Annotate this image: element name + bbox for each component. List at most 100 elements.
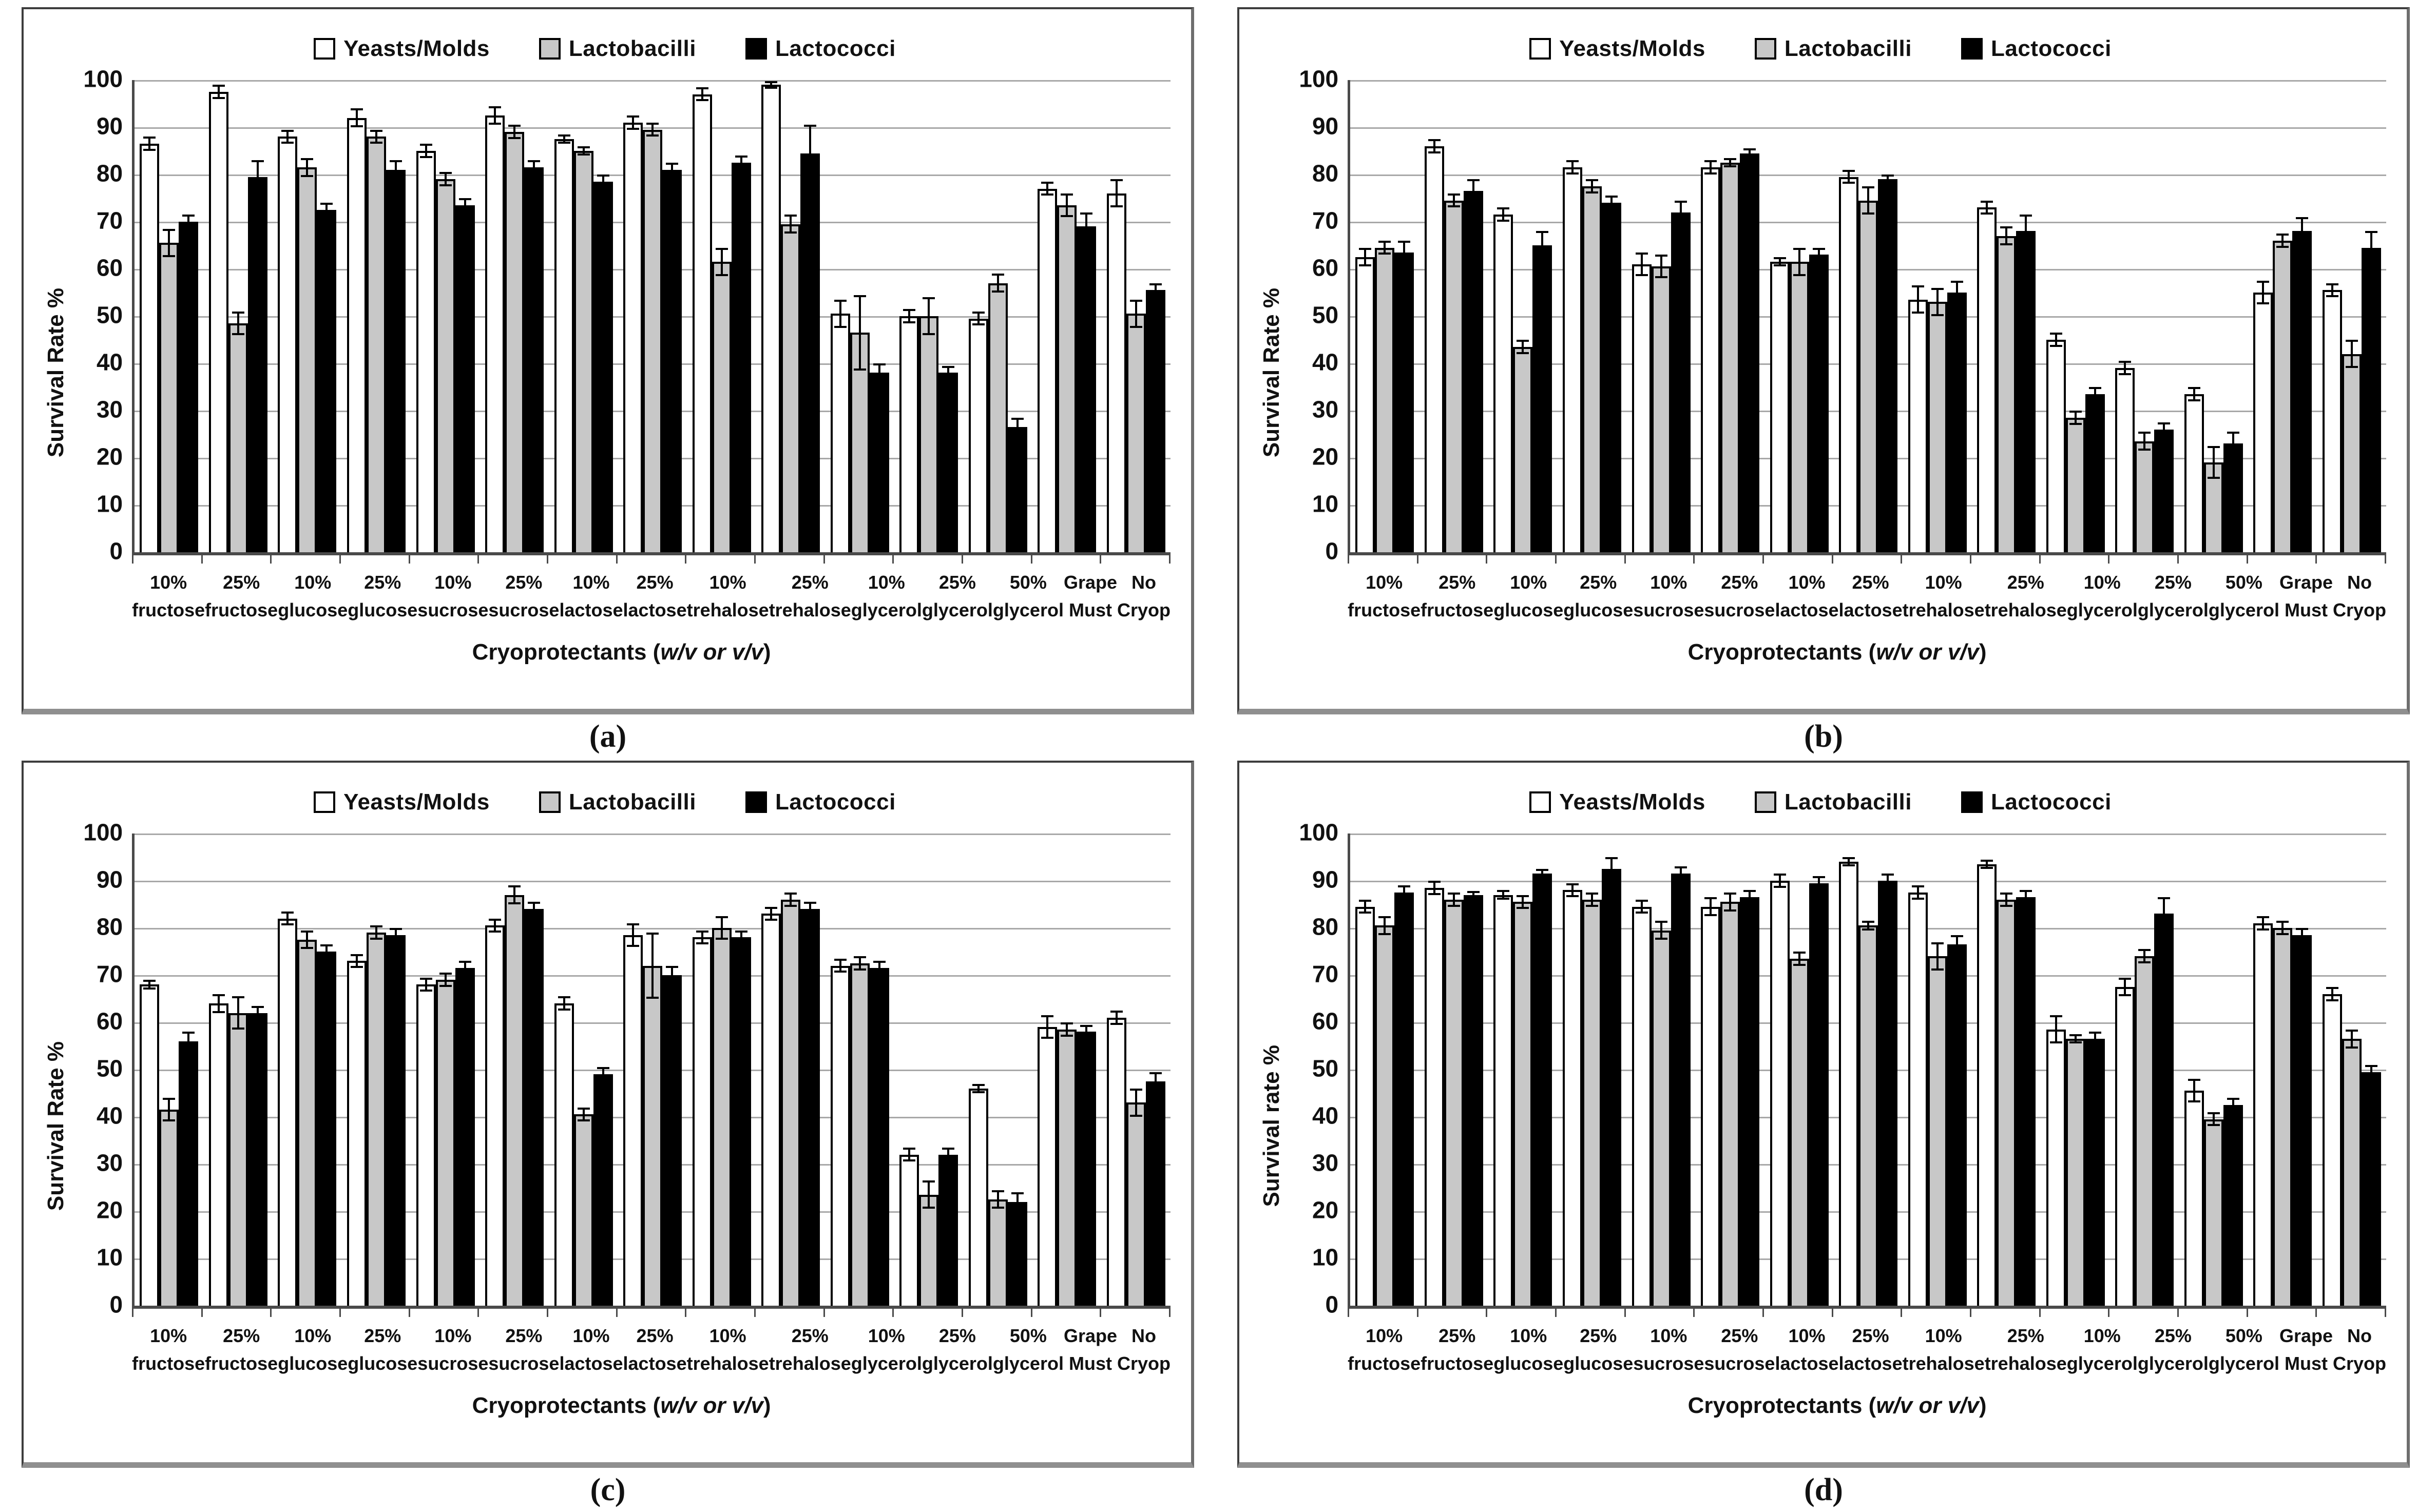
- y-tick-label: 90: [1312, 866, 1339, 893]
- y-tick-label: 60: [1312, 1007, 1339, 1035]
- x-category-label: 10% trehalose: [686, 1325, 769, 1374]
- bar: [297, 158, 317, 552]
- error-bar: [1359, 899, 1372, 914]
- bar: [455, 198, 475, 552]
- panel-caption: (c): [590, 1472, 626, 1507]
- bar: [2223, 1098, 2243, 1306]
- bar: [2065, 411, 2085, 552]
- error-bar: [1586, 893, 1598, 907]
- x-axis-ticks: [1348, 555, 2386, 564]
- x-category-label: 10% glucose: [278, 1325, 348, 1374]
- y-tick-label: 30: [1312, 1149, 1339, 1176]
- legend-label: Lactobacilli: [568, 36, 696, 61]
- error-bar: [715, 916, 728, 940]
- x-category-label: 50% glycerol: [2208, 1325, 2279, 1374]
- bar: [850, 956, 870, 1306]
- bar-group: [2317, 833, 2387, 1306]
- bar: [524, 902, 544, 1306]
- y-tick-label: 80: [96, 160, 123, 187]
- chart-box: Yeasts/Molds Lactobacilli Lactococci Surviv…: [22, 7, 1194, 714]
- bar: [1632, 899, 1652, 1306]
- error-bar: [1359, 247, 1372, 267]
- bar-group: [2179, 833, 2249, 1306]
- x-category-label: 10% sucrose: [1633, 1325, 1704, 1374]
- x-category-label: 25% fructose: [205, 572, 278, 621]
- error-bar: [508, 125, 521, 139]
- bar: [2223, 432, 2243, 552]
- bar-group: [1032, 833, 1102, 1306]
- bar: [2016, 890, 2036, 1306]
- chart-panel-d: Yeasts/Molds Lactobacilli Lactococci Surviv…: [1237, 761, 2410, 1512]
- error-bar: [301, 158, 314, 177]
- error-bar: [2326, 987, 2338, 1001]
- chart-box: Yeasts/Molds Lactobacilli Lactococci Surviv…: [1237, 761, 2410, 1468]
- bar: [1701, 897, 1721, 1306]
- y-tick-label: 20: [1312, 443, 1339, 470]
- bar-group: [342, 80, 411, 552]
- error-bar: [1080, 212, 1093, 241]
- bar: [1651, 255, 1671, 552]
- error-bar: [143, 137, 156, 151]
- bar: [2154, 897, 2174, 1306]
- y-tick-label: 0: [1325, 537, 1339, 565]
- error-bar: [873, 363, 886, 382]
- bar: [662, 965, 682, 1306]
- bar: [593, 175, 613, 552]
- chart-box: Yeasts/Molds Lactobacilli Lactococci Surviv…: [22, 761, 1194, 1468]
- legend-swatch-yeasts-molds: [1529, 791, 1551, 813]
- x-category-label: 25% glycerol: [922, 572, 993, 621]
- x-category-label: 10% sucrose: [417, 1325, 489, 1374]
- error-bar: [2049, 333, 2062, 347]
- bar: [938, 1147, 958, 1306]
- chart-area: Survival rate % 0 10 20 30 40 50 60 70 80 90 100 10%…: [1255, 819, 2387, 1419]
- bar: [1839, 857, 1859, 1306]
- y-tick-labels: 0 10 20 30 40 50 60 70 80 90 100: [1288, 65, 1348, 564]
- gridline: [1350, 175, 2386, 176]
- bar: [573, 1107, 593, 1306]
- figure-row-top: Yeasts/Molds Lactobacilli Lactococci Surviv…: [22, 7, 2417, 759]
- error-bar: [991, 1190, 1004, 1209]
- bar: [623, 115, 643, 552]
- bar: [1077, 212, 1097, 552]
- bar: [2322, 987, 2342, 1306]
- legend-swatch-lactobacilli: [1754, 791, 1776, 813]
- error-bar: [646, 122, 659, 137]
- error-bar: [1773, 874, 1786, 888]
- y-tick-label: 80: [1312, 160, 1339, 187]
- error-bar: [2069, 1034, 2082, 1044]
- bar: [2273, 234, 2293, 552]
- error-bar: [1635, 899, 1648, 914]
- bar-group: [1764, 833, 1834, 1306]
- error-bar: [1497, 890, 1510, 900]
- bar-group: [1696, 80, 1765, 552]
- x-axis-title: Cryoprotectants (w/v or v/v): [1288, 1393, 2386, 1419]
- bar-group: [894, 833, 964, 1306]
- error-bar: [1129, 1088, 1142, 1117]
- bar: [1038, 1015, 1058, 1306]
- gridline: [135, 80, 1171, 82]
- bar: [573, 146, 593, 552]
- error-bar: [765, 906, 778, 921]
- bar: [1057, 1022, 1077, 1306]
- bar: [386, 160, 406, 552]
- error-bar: [2365, 231, 2377, 264]
- error-bar: [439, 973, 452, 987]
- bar-group: [1972, 80, 2041, 552]
- bar: [1908, 285, 1928, 552]
- plot-area: [132, 833, 1171, 1309]
- error-bar: [390, 928, 402, 942]
- error-bar: [765, 81, 778, 89]
- bar: [692, 87, 712, 552]
- x-category-label: 25% lactose: [623, 1325, 687, 1374]
- error-bar: [1011, 1192, 1024, 1212]
- bar: [278, 129, 298, 552]
- bar-group: [2041, 833, 2110, 1306]
- bar: [159, 1098, 179, 1306]
- bar: [731, 930, 751, 1306]
- bar: [1513, 340, 1533, 552]
- error-bar: [1398, 885, 1411, 900]
- error-bar: [281, 129, 294, 144]
- x-category-label: 25% glucose: [348, 572, 418, 621]
- x-category-label: 10% fructose: [1348, 572, 1421, 621]
- x-category-label: 10% glycerol: [851, 572, 922, 621]
